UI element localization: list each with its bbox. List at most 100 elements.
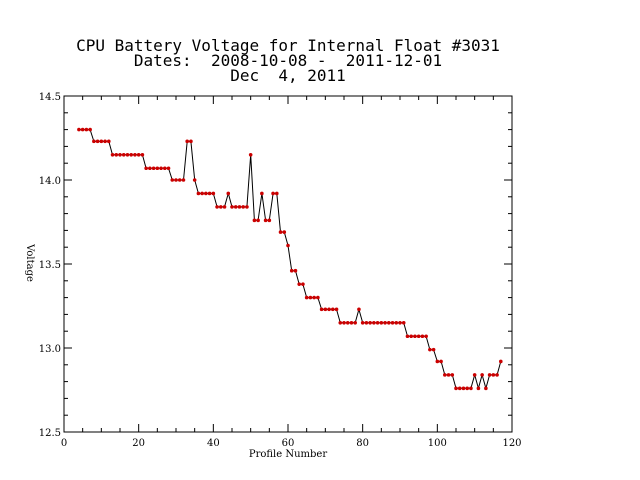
data-point — [174, 178, 178, 182]
data-point — [465, 386, 470, 391]
data-point — [327, 307, 331, 312]
data-point — [368, 321, 372, 325]
data-point — [480, 373, 484, 377]
data-point — [185, 139, 189, 144]
data-point — [211, 191, 216, 196]
data-point — [349, 321, 354, 325]
data-point — [428, 347, 432, 352]
x-tick-label: 0 — [61, 438, 67, 449]
y-tick-label: 13.5 — [39, 260, 61, 271]
x-axis-label: Profile Number — [249, 449, 327, 460]
data-point — [77, 127, 81, 132]
data-point — [495, 373, 499, 377]
data-point — [110, 153, 115, 157]
data-point — [136, 153, 141, 157]
plot-frame — [63, 95, 513, 433]
y-tick-label: 14.0 — [39, 176, 61, 187]
data-point — [401, 321, 406, 325]
chart-title-line-1: CPU Battery Voltage for Internal Float #… — [76, 36, 500, 55]
data-point — [166, 166, 171, 171]
data-point — [372, 321, 376, 325]
data-point — [334, 307, 339, 312]
data-point — [107, 139, 111, 144]
data-point — [431, 347, 436, 352]
data-point — [226, 191, 231, 196]
data-point — [155, 166, 160, 171]
data-point — [275, 191, 279, 196]
data-point — [121, 153, 126, 157]
data-point — [84, 127, 89, 132]
chart-title-line-2: Dates: 2008-10-08 - 2011-12-01 — [133, 51, 443, 70]
x-tick-label: 100 — [428, 438, 447, 449]
data-point — [95, 139, 100, 144]
x-tick-label: 120 — [502, 438, 521, 449]
data-point — [398, 321, 402, 325]
data-point — [316, 295, 320, 300]
data-point — [99, 139, 104, 144]
series-line — [78, 129, 502, 391]
data-point — [125, 153, 130, 157]
data-point — [457, 386, 462, 391]
data-point — [301, 282, 305, 286]
data-point — [245, 205, 249, 209]
data-point — [484, 386, 488, 391]
data-point — [394, 321, 399, 325]
y-axis-label: Voltage — [24, 243, 35, 282]
data-point — [267, 218, 272, 223]
data-point — [338, 321, 343, 325]
data-point — [375, 321, 380, 325]
data-point — [379, 321, 384, 325]
data-point — [92, 139, 96, 144]
data-point — [219, 205, 223, 209]
data-point — [297, 282, 302, 286]
data-point — [237, 205, 242, 209]
data-point — [286, 243, 290, 248]
data-point — [405, 334, 410, 339]
data-point — [450, 373, 455, 377]
data-point — [140, 153, 145, 157]
data-point — [413, 334, 417, 339]
data-point — [215, 205, 219, 209]
data-point — [114, 153, 119, 157]
data-point — [364, 321, 369, 325]
data-point — [323, 307, 328, 312]
x-tick-label: 40 — [207, 438, 220, 449]
data-point — [200, 191, 204, 196]
data-point — [476, 386, 481, 391]
data-point — [181, 178, 186, 182]
data-point — [151, 166, 156, 171]
data-point — [443, 373, 447, 377]
data-point — [148, 166, 152, 171]
data-point — [289, 268, 294, 273]
data-point — [263, 218, 268, 223]
y-tick-label: 13.0 — [39, 344, 61, 355]
data-point — [260, 191, 264, 196]
data-point — [439, 359, 443, 364]
data-point — [207, 191, 212, 196]
data-point — [133, 153, 137, 157]
data-point — [204, 191, 208, 196]
data-point — [189, 139, 193, 144]
data-point — [88, 127, 92, 132]
data-point — [487, 373, 492, 377]
data-point — [446, 373, 451, 377]
data-point — [80, 127, 85, 132]
data-point — [342, 321, 346, 325]
data-point — [230, 205, 234, 209]
data-point — [170, 178, 175, 182]
data-point — [416, 334, 421, 339]
data-point — [304, 295, 309, 300]
data-point — [293, 268, 298, 273]
data-point — [420, 334, 425, 339]
data-point — [383, 321, 387, 325]
data-point — [308, 295, 313, 300]
data-point — [491, 373, 496, 377]
data-point — [331, 307, 335, 312]
data-point — [144, 166, 148, 171]
data-point — [282, 230, 287, 234]
data-point — [252, 218, 257, 223]
data-point — [129, 153, 133, 157]
data-point — [424, 334, 428, 339]
